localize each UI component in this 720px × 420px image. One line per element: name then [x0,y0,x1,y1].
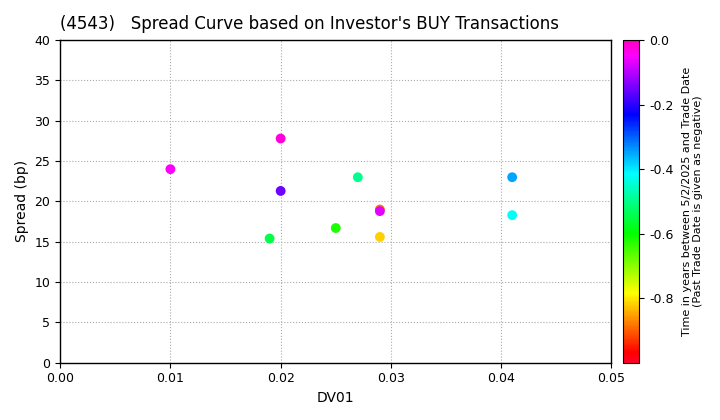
Point [506,174,518,181]
Point [165,166,176,173]
Point [275,188,287,194]
Point [352,174,364,181]
Point [264,235,275,242]
Point [374,208,386,215]
Text: (4543)   Spread Curve based on Investor's BUY Transactions: (4543) Spread Curve based on Investor's … [60,15,559,33]
Point [275,135,287,142]
Point [374,234,386,240]
X-axis label: DV01: DV01 [317,391,354,405]
Y-axis label: Spread (bp): Spread (bp) [15,160,29,242]
Y-axis label: Time in years between 5/2/2025 and Trade Date
(Past Trade Date is given as negat: Time in years between 5/2/2025 and Trade… [682,67,703,336]
Point [330,225,341,231]
Point [506,212,518,218]
Point [374,206,386,213]
